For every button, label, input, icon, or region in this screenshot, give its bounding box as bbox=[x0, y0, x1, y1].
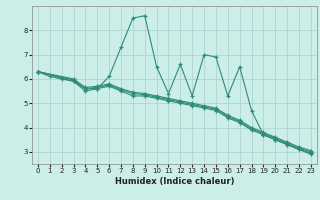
X-axis label: Humidex (Indice chaleur): Humidex (Indice chaleur) bbox=[115, 177, 234, 186]
